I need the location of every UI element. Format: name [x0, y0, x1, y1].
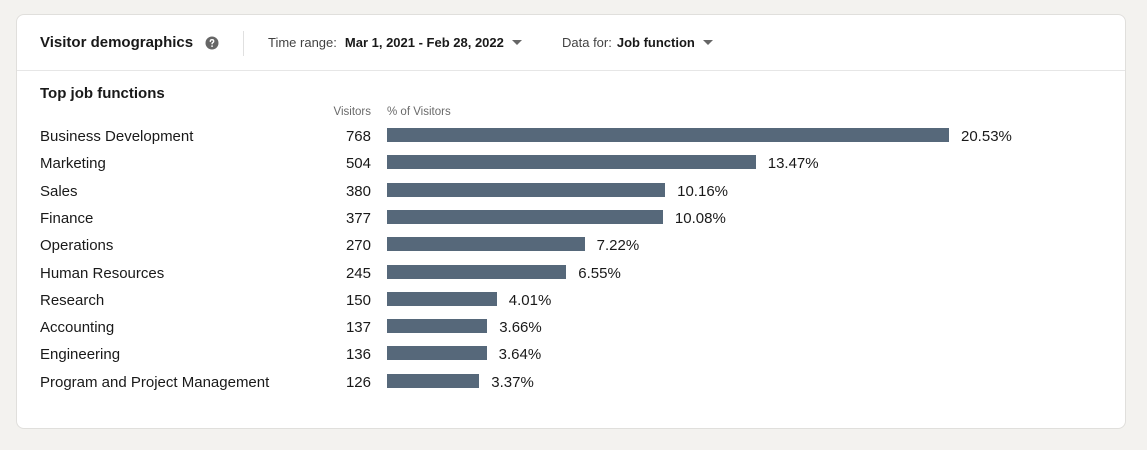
- percent-label: 6.55%: [578, 264, 621, 282]
- question-circle-icon[interactable]: [205, 36, 219, 50]
- percent-bar: [387, 319, 488, 334]
- percent-bar: [387, 346, 487, 361]
- caret-down-icon: [511, 40, 522, 45]
- percent-label: 10.08%: [674, 209, 726, 227]
- visitor-count: 126: [345, 373, 371, 391]
- percent-label: 3.64%: [498, 346, 542, 364]
- time-range-dropdown[interactable]: Time range: Mar 1, 2021 - Feb 28, 2022: [268, 35, 522, 50]
- chart-row: Human Resources 245 6.55%: [17, 260, 1125, 287]
- chart-row: Business Development 768 20.53%: [17, 123, 1125, 150]
- header-divider: [243, 31, 244, 56]
- section-title: Top job functions: [40, 85, 165, 102]
- card-header: Visitor demographics Time range: Mar 1, …: [17, 15, 1125, 71]
- data-for-label: Data for:: [562, 35, 612, 50]
- job-function-label: Marketing: [40, 155, 106, 173]
- percent-label: 13.47%: [767, 155, 819, 173]
- visitor-count: 245: [345, 264, 371, 282]
- percent-bar: [387, 373, 480, 388]
- job-function-label: Sales: [40, 182, 78, 200]
- percent-bar: [387, 291, 497, 306]
- percent-label: 7.22%: [596, 237, 640, 255]
- visitor-count: 137: [345, 319, 371, 337]
- job-function-label: Human Resources: [40, 264, 165, 282]
- visitor-count: 270: [345, 237, 371, 255]
- chart-row: Engineering 136 3.64%: [17, 341, 1125, 368]
- chart-row: Operations 270 7.22%: [17, 232, 1125, 259]
- visitor-count: 150: [345, 291, 371, 309]
- caret-down-icon: [702, 40, 713, 45]
- chart-row: Sales 380 10.16%: [17, 178, 1125, 205]
- visitor-count: 377: [345, 209, 371, 227]
- visitor-count: 380: [345, 182, 371, 200]
- job-function-label: Operations: [40, 237, 114, 255]
- chart-row: Program and Project Management 126 3.37%: [17, 369, 1125, 396]
- percent-bar: [387, 182, 666, 197]
- column-header-visitors: Visitors: [333, 106, 372, 118]
- percent-label: 10.16%: [677, 182, 728, 200]
- percent-bar: [387, 237, 585, 252]
- percent-label: 3.66%: [499, 319, 542, 337]
- chart-row: Marketing 504 13.47%: [17, 150, 1125, 177]
- percent-bar: [387, 155, 756, 170]
- visitor-demographics-card: Visitor demographics Time range: Mar 1, …: [16, 14, 1126, 429]
- job-function-label: Research: [40, 291, 105, 309]
- chart-row: Finance 377 10.08%: [17, 205, 1125, 232]
- percent-bar: [387, 264, 567, 279]
- chart-row: Research 150 4.01%: [17, 287, 1125, 314]
- data-for-value: Job function: [616, 35, 695, 50]
- data-for-dropdown[interactable]: Data for: Job function: [562, 35, 713, 50]
- card-title: Visitor demographics: [40, 34, 194, 51]
- chart-row: Accounting 137 3.66%: [17, 314, 1125, 341]
- percent-label: 3.37%: [491, 373, 534, 391]
- visitor-count: 768: [345, 128, 371, 145]
- visitor-count: 136: [345, 346, 371, 364]
- time-range-label: Time range:: [268, 35, 337, 50]
- job-function-label: Accounting: [40, 319, 115, 337]
- job-function-label: Finance: [40, 209, 94, 227]
- percent-bar: [387, 128, 949, 142]
- job-function-label: Business Development: [40, 128, 194, 145]
- percent-bar: [387, 209, 663, 224]
- percent-label: 4.01%: [508, 291, 552, 309]
- job-function-label: Engineering: [40, 346, 121, 364]
- time-range-value: Mar 1, 2021 - Feb 28, 2022: [344, 35, 504, 50]
- percent-label: 20.53%: [961, 128, 1012, 145]
- column-header-percent: % of Visitors: [387, 106, 451, 118]
- visitor-count: 504: [345, 155, 371, 173]
- job-function-label: Program and Project Management: [40, 373, 270, 391]
